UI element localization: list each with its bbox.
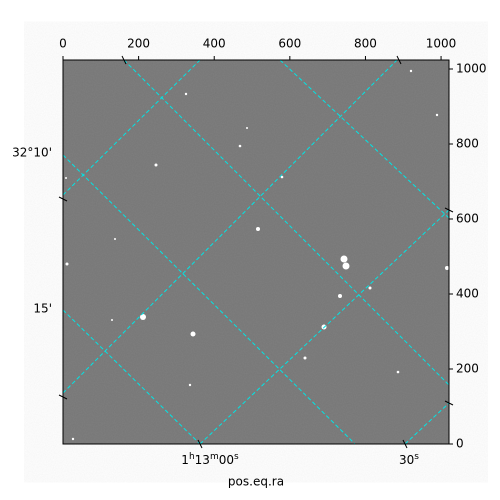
ra-part: 13 <box>195 453 210 467</box>
y-tick-label: 0 <box>456 437 464 451</box>
sky-image <box>63 60 449 444</box>
ra-part: 00 <box>219 453 234 467</box>
y-tick-label: 1000 <box>456 62 487 76</box>
x-tick-label: 800 <box>354 37 377 51</box>
ra-label: 1h13m00s <box>181 452 239 467</box>
ra-part: h <box>189 452 195 462</box>
frame <box>62 59 450 445</box>
x-tick-label: 0 <box>59 37 67 51</box>
ra-label: 30s <box>399 452 419 467</box>
ra-part: s <box>234 452 239 462</box>
dec-label: 32°10' <box>12 146 52 160</box>
x-axis-label: pos.eq.ra <box>228 475 284 489</box>
wcs-grid <box>63 60 449 444</box>
y-tick-label: 400 <box>456 287 479 301</box>
x-tick-label: 600 <box>278 37 301 51</box>
wcs-ticks <box>58 55 454 449</box>
ra-part: 1 <box>181 453 189 467</box>
stars <box>65 69 449 441</box>
ra-part: m <box>210 452 219 462</box>
y-tick-label: 800 <box>456 137 479 151</box>
y-tick-label: 200 <box>456 362 479 376</box>
dec-label: 15' <box>33 302 52 316</box>
x-tick-label: 1000 <box>426 37 457 51</box>
y-tick-label: 600 <box>456 212 479 226</box>
x-tick-label: 400 <box>203 37 226 51</box>
x-tick-label: 200 <box>127 37 150 51</box>
ra-part: s <box>414 452 419 462</box>
ra-part: 30 <box>399 453 414 467</box>
